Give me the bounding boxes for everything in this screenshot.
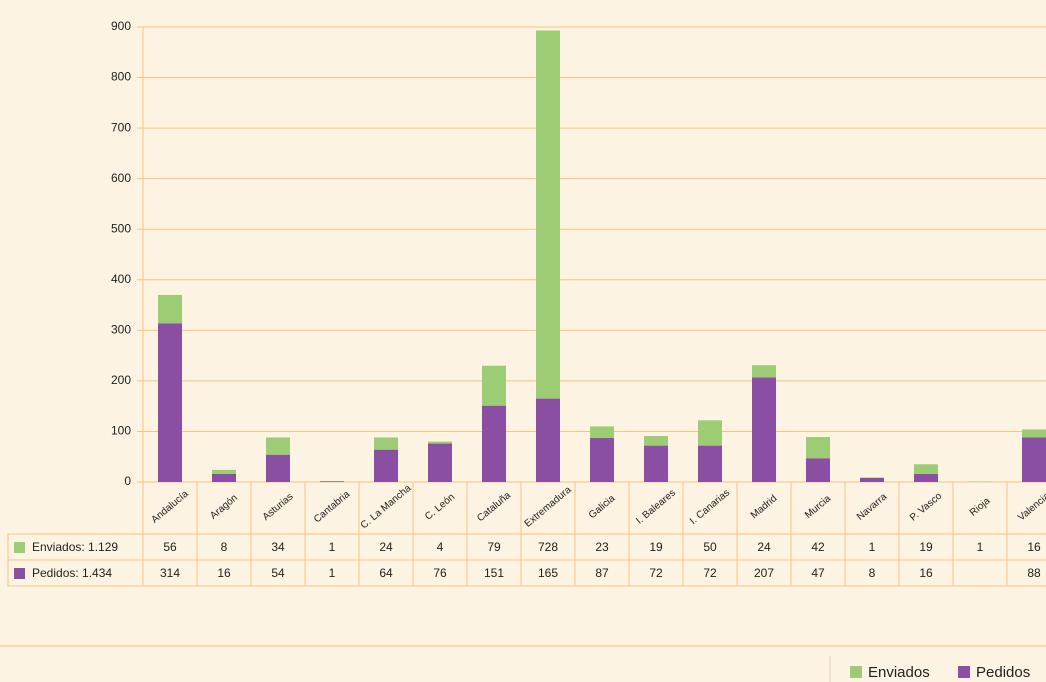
- y-tick-label: 800: [111, 70, 131, 84]
- bar-segment: [806, 437, 830, 459]
- table-cell: 23: [595, 540, 609, 554]
- bar-segment: [320, 481, 344, 482]
- table-cell: 16: [217, 566, 231, 580]
- table-cell: 34: [271, 540, 285, 554]
- bar-segment: [1022, 437, 1046, 482]
- bar-segment: [590, 438, 614, 482]
- table-cell: 16: [1027, 540, 1041, 554]
- y-tick-label: 600: [111, 171, 131, 185]
- bar-segment: [752, 365, 776, 378]
- bar-segment: [482, 365, 506, 406]
- bar-segment: [914, 473, 938, 482]
- bar-segment: [482, 405, 506, 482]
- table-row-label: Enviados: 1.129: [32, 540, 118, 554]
- table-cell: 8: [221, 540, 228, 554]
- legend-swatch: [958, 666, 970, 678]
- bar-segment: [320, 480, 344, 482]
- bar-segment: [428, 443, 452, 482]
- table-cell: 54: [271, 566, 285, 580]
- bar-segment: [806, 458, 830, 482]
- table-cell: 50: [703, 540, 717, 554]
- table-cell: 56: [163, 540, 177, 554]
- y-tick-label: 900: [111, 19, 131, 33]
- table-cell: 728: [538, 540, 558, 554]
- bar-segment: [158, 294, 182, 324]
- table-cell: 47: [811, 566, 825, 580]
- bar-segment: [1022, 429, 1046, 438]
- y-tick-label: 400: [111, 272, 131, 286]
- y-tick-label: 700: [111, 120, 131, 134]
- table-cell: 16: [919, 566, 933, 580]
- table-cell: 87: [595, 566, 609, 580]
- bar-segment: [698, 445, 722, 482]
- table-cell: 1: [329, 540, 336, 554]
- table-cell: 151: [484, 566, 504, 580]
- y-tick-label: 300: [111, 323, 131, 337]
- legend-label: Enviados: [868, 664, 930, 681]
- table-cell: 64: [379, 566, 393, 580]
- bar-segment: [266, 437, 290, 455]
- bar-segment: [968, 481, 992, 482]
- table-cell: 19: [919, 540, 933, 554]
- bar-segment: [428, 441, 452, 444]
- table-cell: 76: [433, 566, 447, 580]
- table-cell: 24: [379, 540, 393, 554]
- bar-segment: [536, 398, 560, 482]
- table-cell: 1: [329, 566, 336, 580]
- table-cell: 88: [1027, 566, 1041, 580]
- y-tick-label: 200: [111, 373, 131, 387]
- legend-swatch: [850, 666, 862, 678]
- table-cell: 72: [703, 566, 717, 580]
- table-cell: 72: [649, 566, 663, 580]
- table-row-label: Pedidos: 1.434: [32, 566, 112, 580]
- bar-segment: [536, 30, 560, 399]
- legend-label: Pedidos: [976, 664, 1030, 681]
- bar-segment: [212, 469, 236, 474]
- table-cell: 79: [487, 540, 501, 554]
- table-cell: 1: [869, 540, 876, 554]
- bar-segment: [644, 435, 668, 446]
- y-tick-label: 500: [111, 221, 131, 235]
- table-cell: 1: [977, 540, 984, 554]
- bar-segment: [752, 377, 776, 482]
- table-cell: 314: [160, 566, 180, 580]
- table-cell: 4: [437, 540, 444, 554]
- bar-segment: [212, 473, 236, 482]
- bar-segment: [374, 437, 398, 450]
- table-cell: 24: [757, 540, 771, 554]
- table-cell: 8: [869, 566, 876, 580]
- table-cell: 165: [538, 566, 558, 580]
- table-cell: 42: [811, 540, 825, 554]
- bar-segment: [590, 426, 614, 439]
- bar-segment: [860, 477, 884, 478]
- table-cell: 207: [754, 566, 774, 580]
- bar-segment: [698, 420, 722, 446]
- y-tick-label: 0: [124, 474, 131, 488]
- table-cell: 19: [649, 540, 663, 554]
- bar-segment: [266, 454, 290, 482]
- y-tick-label: 100: [111, 424, 131, 438]
- bar-segment: [860, 477, 884, 482]
- legend-swatch: [14, 568, 25, 579]
- bar-segment: [644, 445, 668, 482]
- legend-swatch: [14, 542, 25, 553]
- bar-segment: [374, 449, 398, 482]
- table-row: [7, 559, 1046, 587]
- bar-segment: [158, 323, 182, 482]
- bar-segment: [914, 464, 938, 474]
